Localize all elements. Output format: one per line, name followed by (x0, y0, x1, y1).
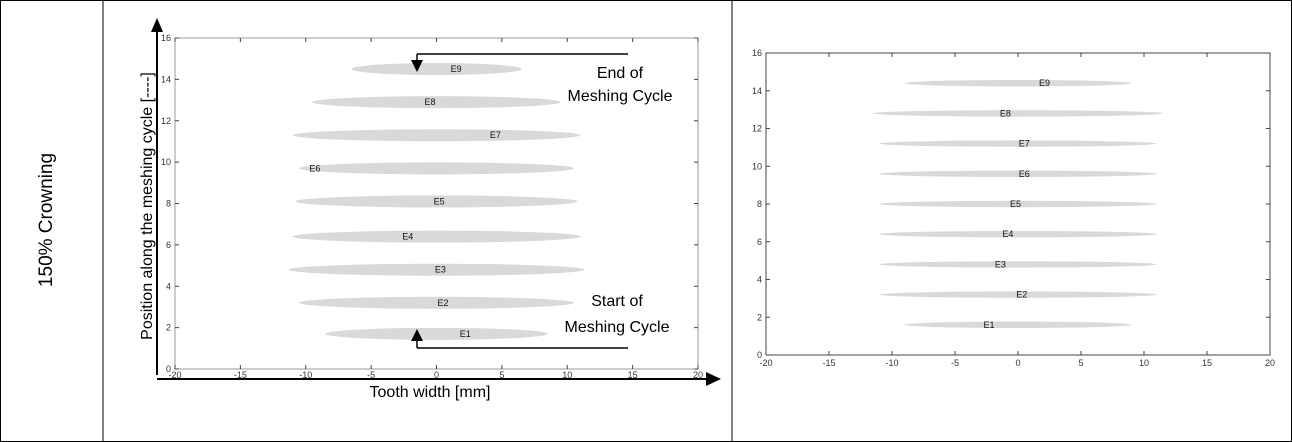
left-y-ticks: 0 2 4 6 8 10 12 14 16 (161, 33, 698, 374)
left-y-axis-label: Position along the meshing cycle [----] (139, 72, 156, 340)
start-callout-line1: Start of (591, 293, 643, 310)
right-ytick-label: 6 (757, 237, 762, 247)
right-xtick-label: -5 (951, 358, 959, 368)
left-ellipse-label-E5: E5 (434, 196, 445, 206)
end-arrow (411, 60, 423, 72)
left-ellipse-label-E7: E7 (490, 130, 501, 140)
left-ellipse-label-E8: E8 (424, 97, 435, 107)
left-xtick-label: 0 (434, 370, 439, 380)
left-ytick-label: 10 (161, 157, 171, 167)
left-ellipse-E5 (295, 195, 578, 208)
right-xtick-label: 20 (1265, 358, 1275, 368)
right-ellipse-E9 (904, 80, 1132, 87)
left-ellipse-E7 (292, 129, 581, 142)
left-ellipse-label-E1: E1 (460, 329, 471, 339)
row-label: 150% Crowning (30, 95, 64, 345)
right-ytick-label: 4 (757, 275, 762, 285)
right-ellipse-label-E5: E5 (1010, 199, 1021, 209)
right-ellipse-label-E3: E3 (995, 259, 1006, 269)
right-xtick-label: -10 (885, 358, 898, 368)
right-ellipse-E8 (873, 110, 1163, 117)
left-xtick-label: -10 (299, 370, 312, 380)
left-ellipse-E8 (312, 96, 561, 109)
left-ytick-label: 16 (161, 33, 171, 43)
left-ellipse-E6 (299, 162, 574, 175)
end-callout-line1: End of (597, 65, 644, 82)
right-ellipse-label-E1: E1 (984, 320, 995, 330)
right-ellipse-label-E2: E2 (1016, 290, 1027, 300)
right-ellipse-label-E9: E9 (1039, 78, 1050, 88)
left-ellipse-label-E2: E2 (438, 298, 449, 308)
left-xtick-label: 10 (562, 370, 572, 380)
right-ellipse-label-E7: E7 (1019, 139, 1030, 149)
right-ytick-label: 8 (757, 199, 762, 209)
left-x-ticks: -20 -15 -10 -5 0 5 10 15 20 (168, 38, 703, 380)
left-ellipse-E1 (325, 327, 548, 340)
right-ellipse-E1 (904, 321, 1132, 328)
right-x-ticks: -20 -15 -10 -5 0 5 10 15 20 (759, 53, 1275, 368)
right-ellipse-label-E8: E8 (1000, 108, 1011, 118)
right-ytick-label: 10 (752, 161, 762, 171)
left-ytick-label: 2 (166, 323, 171, 333)
left-xtick-label: -5 (367, 370, 375, 380)
right-y-ticks: 0 2 4 6 8 10 12 14 16 (752, 48, 1270, 360)
right-ellipse-labels: E1 E2 E3 E4 E5 E6 E7 E8 E9 (984, 78, 1050, 330)
right-ellipse-E7 (879, 140, 1157, 147)
left-x-axis-arrow (706, 372, 721, 386)
right-ellipse-E2 (879, 291, 1157, 298)
left-xtick-label: -20 (168, 370, 181, 380)
right-ytick-label: 0 (757, 350, 762, 360)
start-arrow (411, 329, 423, 341)
left-ellipse-label-E9: E9 (451, 64, 462, 74)
left-y-axis-arrow (151, 18, 163, 32)
left-xtick-label: 15 (628, 370, 638, 380)
right-ytick-label: 14 (752, 86, 762, 96)
right-ellipse-E3 (879, 261, 1157, 268)
right-ellipse-E5 (879, 200, 1157, 208)
left-ytick-label: 0 (166, 364, 171, 374)
left-ellipse-labels: E1 E2 E3 E4 E5 E6 E7 E8 E9 (309, 64, 500, 339)
left-ytick-label: 14 (161, 74, 171, 84)
right-xtick-label: 0 (1015, 358, 1020, 368)
right-ytick-label: 2 (757, 312, 762, 322)
left-xtick-label: 5 (499, 370, 504, 380)
right-xtick-label: 5 (1078, 358, 1083, 368)
left-ellipse-E4 (292, 230, 581, 243)
left-ytick-label: 6 (166, 240, 171, 250)
right-xtick-label: -15 (822, 358, 835, 368)
left-ellipse-label-E6: E6 (309, 163, 320, 173)
right-ellipse-E4 (879, 231, 1157, 238)
right-ellipse-E6 (879, 170, 1157, 177)
right-ytick-label: 16 (752, 48, 762, 58)
right-xtick-label: 15 (1202, 358, 1212, 368)
left-xtick-label: -15 (234, 370, 247, 380)
left-ellipse-E3 (288, 263, 585, 276)
right-ytick-label: 12 (752, 124, 762, 134)
right-ellipses (873, 80, 1163, 328)
right-ellipse-label-E4: E4 (1002, 229, 1013, 239)
left-ytick-label: 12 (161, 116, 171, 126)
left-ellipse-label-E3: E3 (435, 265, 446, 275)
right-xtick-label: -20 (759, 358, 772, 368)
left-ellipses (288, 63, 585, 340)
left-xtick-label: 20 (693, 370, 703, 380)
left-x-axis-label: Tooth width [mm] (370, 384, 491, 401)
right-xtick-label: 10 (1139, 358, 1149, 368)
left-ellipse-label-E4: E4 (402, 232, 413, 242)
left-ytick-label: 8 (166, 199, 171, 209)
right-ellipse-label-E6: E6 (1019, 169, 1030, 179)
end-callout-line2: Meshing Cycle (568, 88, 673, 105)
left-ytick-label: 4 (166, 281, 171, 291)
start-callout-line2: Meshing Cycle (565, 319, 670, 336)
row-label-text: 150% Crowning (36, 152, 57, 288)
left-ellipse-E2 (299, 296, 574, 309)
left-ellipse-E9 (351, 63, 522, 76)
